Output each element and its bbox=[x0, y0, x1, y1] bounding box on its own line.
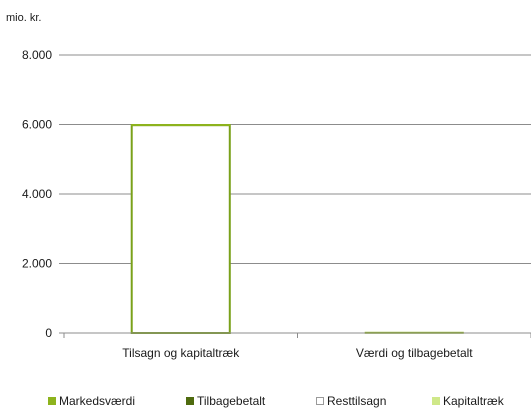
legend-item-resttilsagn: Resttilsagn bbox=[316, 394, 386, 408]
legend-label-tilbagebetalt: Tilbagebetalt bbox=[197, 394, 266, 408]
bar-resttilsagn-0 bbox=[130, 124, 231, 334]
legend: Markedsværdi Tilbagebetalt Resttilsagn K… bbox=[0, 394, 531, 409]
y-tick-label: 6.000 bbox=[22, 118, 52, 132]
x-axis-ticks bbox=[63, 333, 531, 338]
legend-item-markedsvaerdi: Markedsværdi bbox=[48, 394, 135, 408]
y-tick-label: 4.000 bbox=[22, 187, 52, 201]
legend-swatch-kapitaltraek bbox=[432, 397, 440, 405]
bars bbox=[130, 124, 464, 334]
y-tick-label: 0 bbox=[45, 326, 52, 340]
y-tick-labels: 0 2.000 4.000 6.000 8.000 bbox=[22, 48, 52, 340]
bar-kapitaltr-k-0 bbox=[131, 124, 231, 126]
legend-label-resttilsagn: Resttilsagn bbox=[327, 394, 387, 408]
legend-swatch-markedsvaerdi bbox=[48, 397, 56, 405]
legend-item-kapitaltraek: Kapitaltræk bbox=[432, 394, 504, 408]
legend-item-tilbagebetalt: Tilbagebetalt bbox=[186, 394, 265, 408]
y-tick-label: 2.000 bbox=[22, 257, 52, 271]
legend-label-kapitaltraek: Kapitaltræk bbox=[443, 394, 504, 408]
gridlines bbox=[59, 54, 531, 334]
legend-label-markedsvaerdi: Markedsværdi bbox=[59, 394, 136, 408]
legend-swatch-tilbagebetalt bbox=[186, 397, 194, 405]
category-label: Tilsagn og kapitaltræk bbox=[122, 346, 240, 360]
category-labels: Tilsagn og kapitaltræk Værdi og tilbagebe… bbox=[122, 346, 473, 360]
chart-plot: mio. kr. 0 2.000 4.000 6.000 8.000 Tilsagn o… bbox=[6, 12, 531, 360]
y-unit-label: mio. kr. bbox=[6, 12, 41, 24]
y-tick-label: 8.000 bbox=[22, 48, 52, 62]
category-label: Værdi og tilbagebetalt bbox=[356, 346, 473, 360]
legend-swatch-resttilsagn bbox=[316, 397, 324, 405]
